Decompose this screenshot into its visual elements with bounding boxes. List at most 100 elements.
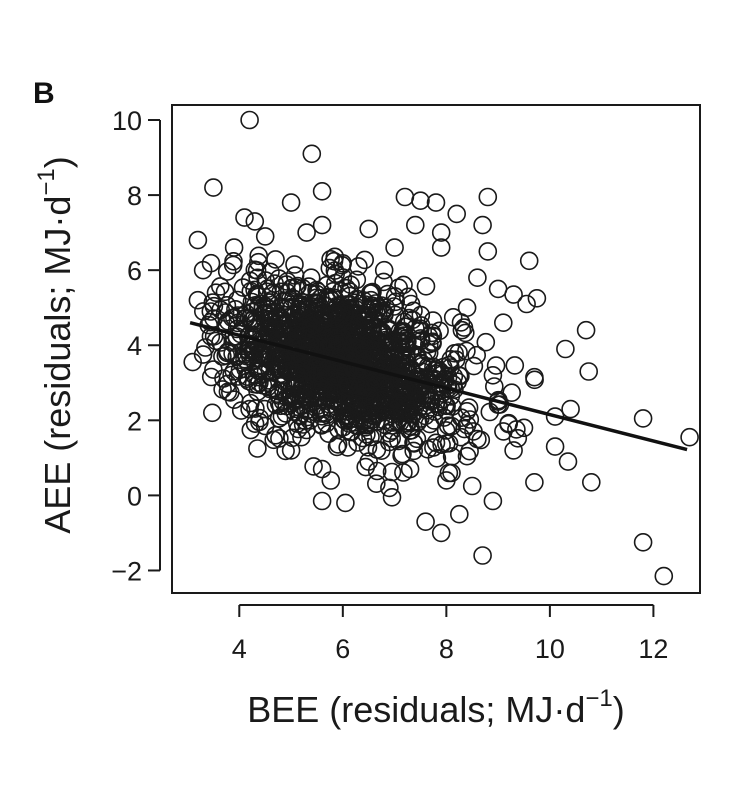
scatter-point: [455, 323, 475, 343]
scatter-point: [527, 288, 547, 308]
scatter-point: [231, 401, 251, 420]
scatter-point: [273, 392, 293, 411]
scatter-point: [404, 404, 423, 424]
scatter-point: [426, 193, 446, 212]
scatter-point: [395, 187, 415, 207]
scatter-point: [380, 478, 399, 498]
scatter-point: [394, 326, 413, 345]
scatter-point: [374, 272, 393, 292]
scatter-point: [579, 362, 599, 381]
scatter-point: [355, 250, 375, 270]
scatter-point: [504, 285, 523, 304]
scatter-point: [396, 402, 415, 422]
scatter-point: [467, 345, 487, 365]
scatter-point: [525, 472, 544, 492]
scatter-point: [247, 261, 267, 280]
scatter-point: [359, 452, 379, 471]
scatter-point: [366, 474, 386, 494]
scatter-point: [362, 347, 382, 367]
scatter-point: [389, 371, 409, 391]
scatter-point: [455, 419, 474, 439]
scatter-point: [215, 282, 235, 302]
scatter-point: [326, 273, 345, 293]
scatter-point: [211, 277, 230, 296]
scatter-point: [413, 384, 432, 404]
scatter-point: [312, 459, 332, 479]
scatter-point: [519, 251, 539, 271]
scatter-point: [464, 356, 484, 376]
scatter-point: [312, 491, 332, 511]
scatter-point: [452, 320, 472, 340]
scatter-point: [488, 279, 508, 299]
scatter-point: [468, 268, 487, 288]
scatter-point: [260, 293, 279, 312]
scatter-point: [201, 302, 221, 321]
scatter-point: [270, 429, 289, 448]
scatter-point: [349, 314, 369, 334]
scatter-point: [297, 223, 316, 242]
scatter-point: [312, 182, 332, 201]
scatter-point: [213, 347, 232, 366]
scatter-point: [328, 435, 348, 454]
scatter-point: [239, 334, 258, 354]
y-tick-label: 0: [127, 481, 142, 511]
y-tick-label: 2: [127, 406, 142, 436]
scatter-point: [476, 332, 496, 352]
scatter-point: [457, 401, 477, 421]
scatter-point: [404, 336, 424, 356]
scatter-point: [349, 257, 368, 276]
scatter-point: [248, 298, 268, 318]
scatter-point: [379, 423, 399, 443]
scatter-point: [360, 284, 380, 303]
scatter-point: [306, 387, 326, 407]
scatter-point: [372, 344, 392, 364]
scatter-point: [545, 437, 565, 456]
scatter-point: [334, 410, 354, 430]
scatter-point: [260, 303, 280, 323]
y-tick-label: 6: [127, 256, 142, 286]
scatter-point: [680, 427, 699, 447]
y-axis-title-close: ): [37, 156, 78, 168]
x-axis-title-close: ): [613, 689, 625, 730]
scatter-point: [422, 323, 442, 343]
scatter-point: [218, 343, 237, 363]
scatter-point: [347, 409, 367, 429]
scatter-point: [225, 390, 244, 410]
scatter-point: [468, 429, 487, 449]
scatter-point: [338, 406, 357, 426]
scatter-point: [204, 360, 223, 379]
scatter-point: [385, 402, 404, 421]
scatter-point: [336, 493, 355, 513]
scatter-point: [462, 476, 482, 496]
scatter-point: [348, 338, 367, 358]
scatter-point: [255, 416, 275, 436]
scatter-point: [556, 339, 575, 359]
scatter-point: [404, 441, 424, 461]
scatter-point: [193, 260, 213, 280]
scatter-point: [400, 416, 420, 436]
scatter-point: [248, 268, 267, 288]
scatter-point: [285, 386, 305, 406]
scatter-point: [424, 438, 443, 457]
scatter-point: [374, 260, 394, 280]
scatter-point: [382, 421, 402, 441]
scatter-point: [286, 345, 306, 364]
scatter-point: [240, 399, 259, 419]
scatter-point: [225, 308, 244, 328]
scatter-point: [301, 268, 321, 288]
scatter-point: [437, 471, 456, 490]
scatter-point: [271, 364, 290, 384]
x-tick-label: 6: [335, 634, 350, 664]
scatter-point: [246, 399, 265, 418]
scatter-point: [361, 413, 381, 432]
scatter-point: [240, 110, 259, 130]
scatter-point: [362, 296, 382, 316]
scatter-points: [183, 110, 699, 586]
scatter-point: [404, 301, 423, 321]
y-axis-title-main: AEE (residuals; MJ·d: [37, 196, 78, 534]
scatter-point: [398, 414, 417, 433]
scatter-point: [326, 304, 346, 324]
scatter-point: [402, 381, 422, 401]
scatter-point: [419, 343, 439, 363]
scatter-point: [478, 242, 498, 261]
